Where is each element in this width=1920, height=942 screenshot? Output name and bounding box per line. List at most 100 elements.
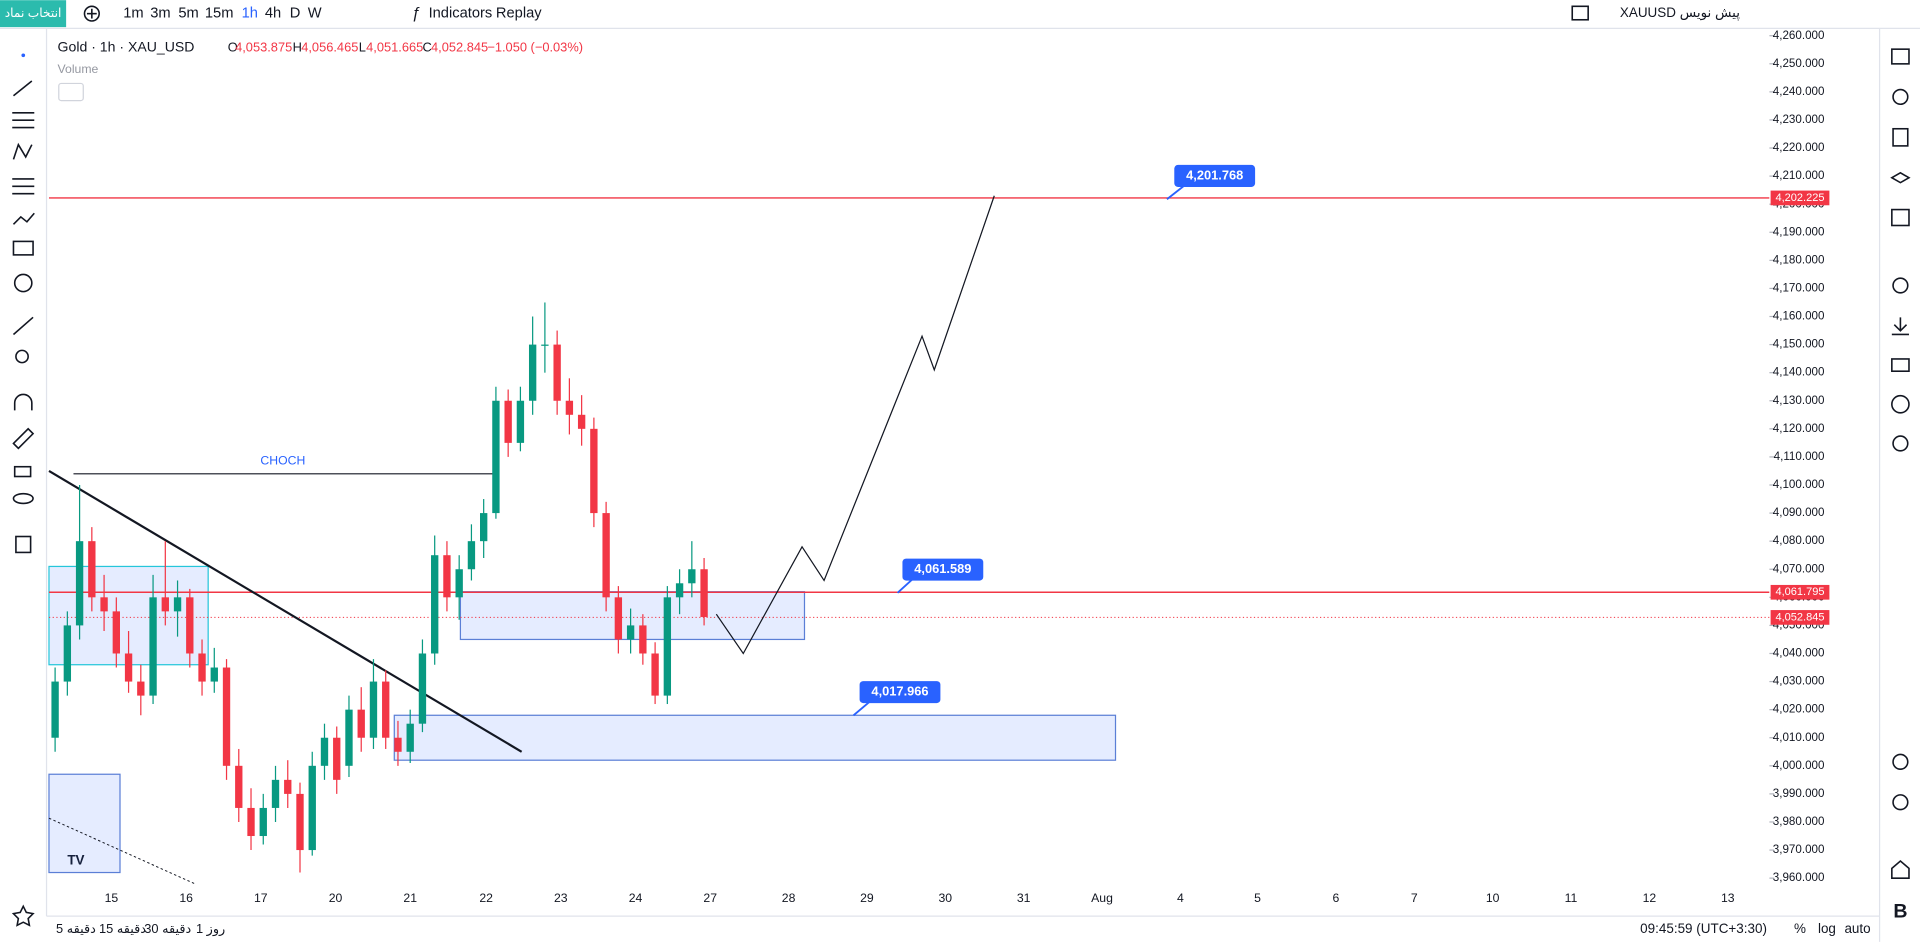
profile-icon[interactable]: [1891, 394, 1910, 414]
legend-change: −1.050 (−0.03%): [487, 39, 583, 54]
candle-body: [406, 723, 414, 752]
annotation-label: 4,201.768: [1186, 167, 1243, 182]
candle-body: [626, 625, 635, 640]
range-button[interactable]: 5 دقیقه: [56, 921, 96, 936]
interval-button[interactable]: 1m: [123, 6, 143, 22]
forecast-tool[interactable]: [12, 178, 35, 195]
emoji-tool[interactable]: [13, 273, 33, 293]
layout-icon[interactable]: [1571, 5, 1589, 21]
trend-tool[interactable]: [12, 80, 33, 97]
percent-toggle[interactable]: %: [1794, 921, 1806, 936]
draft-label[interactable]: XAUUSD پیش نویس: [1620, 5, 1740, 21]
delete-tool[interactable]: [15, 535, 32, 554]
alarm-icon[interactable]: [1892, 88, 1909, 106]
legend-close: 4,052.845: [431, 39, 488, 54]
interval-button[interactable]: 1h: [242, 6, 258, 22]
candle-body: [198, 653, 206, 682]
support-icon[interactable]: [1892, 794, 1909, 811]
interval-button[interactable]: 3m: [150, 6, 170, 22]
projection-tool[interactable]: [12, 212, 35, 225]
range-button[interactable]: 15 دقیقه: [99, 921, 146, 936]
interval-button[interactable]: 5m: [178, 6, 198, 22]
annotation-label: 4,061.589: [914, 561, 971, 576]
card-icon[interactable]: [1891, 358, 1910, 372]
add-icon[interactable]: [83, 5, 100, 22]
layers-icon[interactable]: [1890, 171, 1911, 184]
brand-icon[interactable]: B: [1893, 901, 1907, 923]
candle-body: [112, 611, 120, 654]
pattern-tool[interactable]: [12, 142, 33, 160]
y-tick-label: 4,160.000: [1773, 310, 1825, 323]
candle-body: [553, 344, 561, 401]
interval-button[interactable]: 15m: [205, 6, 234, 22]
replay[interactable]: Replay: [496, 6, 542, 22]
chart-icon[interactable]: [1891, 48, 1910, 65]
log-toggle[interactable]: log: [1818, 921, 1836, 936]
notes-icon[interactable]: [1892, 127, 1909, 147]
bell-icon[interactable]: [1892, 753, 1909, 770]
interval-button[interactable]: D: [290, 6, 301, 22]
settings-icon[interactable]: [1892, 277, 1909, 294]
price-badge: [1770, 190, 1830, 206]
interval-button[interactable]: W: [308, 6, 322, 22]
annotation-pointer: [852, 701, 870, 717]
candle-body: [137, 681, 145, 696]
x-tick-label: 21: [403, 891, 417, 905]
candle-body: [663, 597, 672, 696]
x-tick-label: 30: [939, 891, 953, 905]
draw-mode-tool[interactable]: [12, 427, 35, 450]
candle-body: [51, 681, 59, 738]
legend-low: 4,051.665: [366, 39, 423, 54]
magnet-tool[interactable]: [13, 393, 33, 411]
annotation-pointer: [896, 578, 913, 594]
x-tick-label: 15: [105, 891, 119, 905]
range-button[interactable]: 30 دقیقه: [144, 921, 191, 936]
candle-body: [308, 765, 316, 851]
candle-body: [63, 625, 72, 682]
candle-body: [210, 667, 218, 682]
legend-title: Gold · 1h · XAU_USD: [58, 39, 195, 55]
candle-body: [222, 667, 231, 766]
collapse-button[interactable]: [58, 82, 84, 102]
y-tick-label: 4,250.000: [1773, 57, 1825, 70]
range-button[interactable]: 1 روز: [196, 921, 225, 937]
fib-tool[interactable]: [12, 112, 35, 129]
lock-tool[interactable]: [13, 465, 32, 478]
symbol-button[interactable]: انتخاب نماد: [5, 6, 62, 20]
calendar-icon[interactable]: [1891, 208, 1910, 227]
auto-toggle[interactable]: auto: [1844, 921, 1870, 936]
fx-icon: ƒ: [411, 5, 420, 22]
interval-button[interactable]: 4h: [265, 6, 281, 22]
text-tool[interactable]: [12, 240, 34, 256]
x-tick-label: 28: [782, 891, 796, 905]
watch-star[interactable]: [11, 904, 35, 927]
candle-body: [333, 737, 341, 780]
x-tick-label: 12: [1643, 891, 1657, 905]
y-tick-label: 4,260.000: [1773, 29, 1825, 42]
y-tick-label: 4,090.000: [1773, 506, 1825, 519]
home-icon[interactable]: [1891, 859, 1910, 879]
indicators[interactable]: Indicators: [429, 6, 493, 22]
symbol-button-bg[interactable]: [0, 0, 67, 28]
y-tick-label: 4,170.000: [1773, 282, 1825, 295]
zoom-tool[interactable]: [15, 349, 29, 364]
x-tick-label: 17: [254, 891, 268, 905]
candle-body: [602, 513, 610, 598]
legend-open: 4,053.875: [235, 39, 292, 54]
x-tick-label: 22: [479, 891, 493, 905]
y-tick-label: 4,230.000: [1773, 113, 1825, 126]
zone: [48, 773, 121, 874]
hide-tool[interactable]: [12, 492, 34, 505]
candle-body: [492, 400, 500, 514]
cursor-tool[interactable]: [21, 53, 26, 58]
price-badge-label: 4,061.795: [1775, 586, 1824, 598]
y-tick-label: 4,080.000: [1773, 534, 1825, 547]
dotted-trend: [48, 817, 197, 885]
download-icon[interactable]: [1891, 317, 1909, 336]
candle-body: [688, 569, 696, 584]
candle-body: [320, 737, 329, 766]
candle-body: [455, 569, 463, 598]
share-icon[interactable]: [1892, 435, 1909, 452]
ruler-tool[interactable]: [12, 316, 34, 336]
